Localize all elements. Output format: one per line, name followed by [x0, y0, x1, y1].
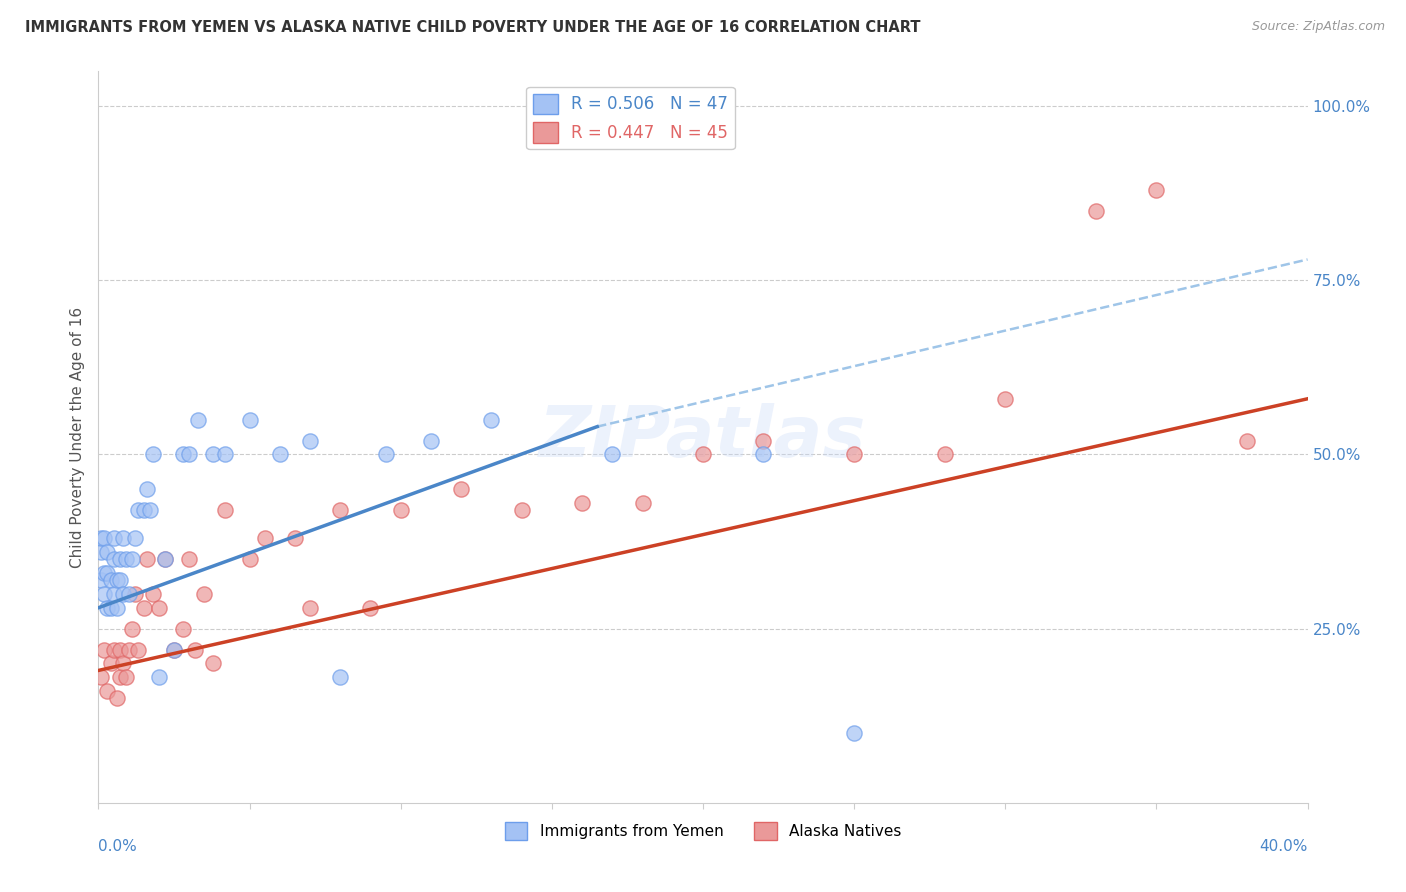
Point — [111, 657, 134, 671]
Point — [184, 642, 207, 657]
Point — [135, 483, 157, 497]
Point — [179, 552, 201, 566]
Point — [93, 587, 115, 601]
Point — [299, 434, 322, 448]
Point — [96, 600, 118, 615]
Point — [127, 642, 149, 657]
Point — [118, 642, 141, 657]
Point — [1085, 203, 1108, 218]
Text: 40.0%: 40.0% — [1260, 839, 1308, 855]
Point — [450, 483, 472, 497]
Point — [172, 622, 194, 636]
Point — [602, 448, 624, 462]
Point — [187, 412, 209, 426]
Point — [284, 531, 307, 545]
Point — [108, 573, 131, 587]
Point — [100, 600, 122, 615]
Point — [374, 448, 396, 462]
Point — [142, 448, 165, 462]
Point — [153, 552, 176, 566]
Point — [934, 448, 956, 462]
Point — [752, 448, 775, 462]
Point — [153, 552, 176, 566]
Point — [108, 642, 131, 657]
Point — [148, 600, 170, 615]
Text: IMMIGRANTS FROM YEMEN VS ALASKA NATIVE CHILD POVERTY UNDER THE AGE OF 16 CORRELA: IMMIGRANTS FROM YEMEN VS ALASKA NATIVE C… — [25, 20, 921, 35]
Point — [1144, 183, 1167, 197]
Point — [269, 448, 291, 462]
Point — [692, 448, 714, 462]
Point — [571, 496, 593, 510]
Point — [124, 587, 146, 601]
Text: Source: ZipAtlas.com: Source: ZipAtlas.com — [1251, 20, 1385, 33]
Point — [121, 622, 143, 636]
Point — [93, 531, 115, 545]
Point — [96, 545, 118, 559]
Point — [93, 642, 115, 657]
Legend: Immigrants from Yemen, Alaska Natives: Immigrants from Yemen, Alaska Natives — [498, 815, 908, 847]
Point — [90, 573, 112, 587]
Point — [105, 600, 128, 615]
Point — [139, 503, 162, 517]
Point — [103, 587, 125, 601]
Point — [121, 552, 143, 566]
Point — [510, 503, 533, 517]
Point — [114, 552, 136, 566]
Point — [111, 587, 134, 601]
Point — [214, 448, 236, 462]
Point — [202, 448, 225, 462]
Point — [1236, 434, 1258, 448]
Point — [142, 587, 165, 601]
Point — [148, 670, 170, 684]
Point — [163, 642, 186, 657]
Point — [844, 448, 866, 462]
Point — [108, 670, 131, 684]
Point — [202, 657, 225, 671]
Text: 0.0%: 0.0% — [98, 839, 138, 855]
Point — [420, 434, 443, 448]
Y-axis label: Child Poverty Under the Age of 16: Child Poverty Under the Age of 16 — [69, 307, 84, 567]
Text: ZIPatlas: ZIPatlas — [540, 402, 866, 472]
Point — [100, 657, 122, 671]
Point — [100, 573, 122, 587]
Point — [111, 531, 134, 545]
Point — [103, 642, 125, 657]
Point — [105, 573, 128, 587]
Point — [93, 566, 115, 580]
Point — [631, 496, 654, 510]
Point — [90, 545, 112, 559]
Point — [90, 670, 112, 684]
Point — [239, 412, 262, 426]
Point — [103, 531, 125, 545]
Point — [179, 448, 201, 462]
Point — [105, 691, 128, 706]
Point — [103, 552, 125, 566]
Point — [299, 600, 322, 615]
Point — [90, 531, 112, 545]
Point — [96, 684, 118, 698]
Point — [329, 503, 352, 517]
Point — [108, 552, 131, 566]
Point — [389, 503, 412, 517]
Point — [193, 587, 215, 601]
Point — [118, 587, 141, 601]
Point — [752, 434, 775, 448]
Point — [127, 503, 149, 517]
Point — [239, 552, 262, 566]
Point — [132, 600, 155, 615]
Point — [844, 726, 866, 740]
Point — [481, 412, 503, 426]
Point — [329, 670, 352, 684]
Point — [132, 503, 155, 517]
Point — [172, 448, 194, 462]
Point — [360, 600, 382, 615]
Point — [114, 670, 136, 684]
Point — [96, 566, 118, 580]
Point — [163, 642, 186, 657]
Point — [994, 392, 1017, 406]
Point — [135, 552, 157, 566]
Point — [253, 531, 276, 545]
Point — [214, 503, 236, 517]
Point — [124, 531, 146, 545]
